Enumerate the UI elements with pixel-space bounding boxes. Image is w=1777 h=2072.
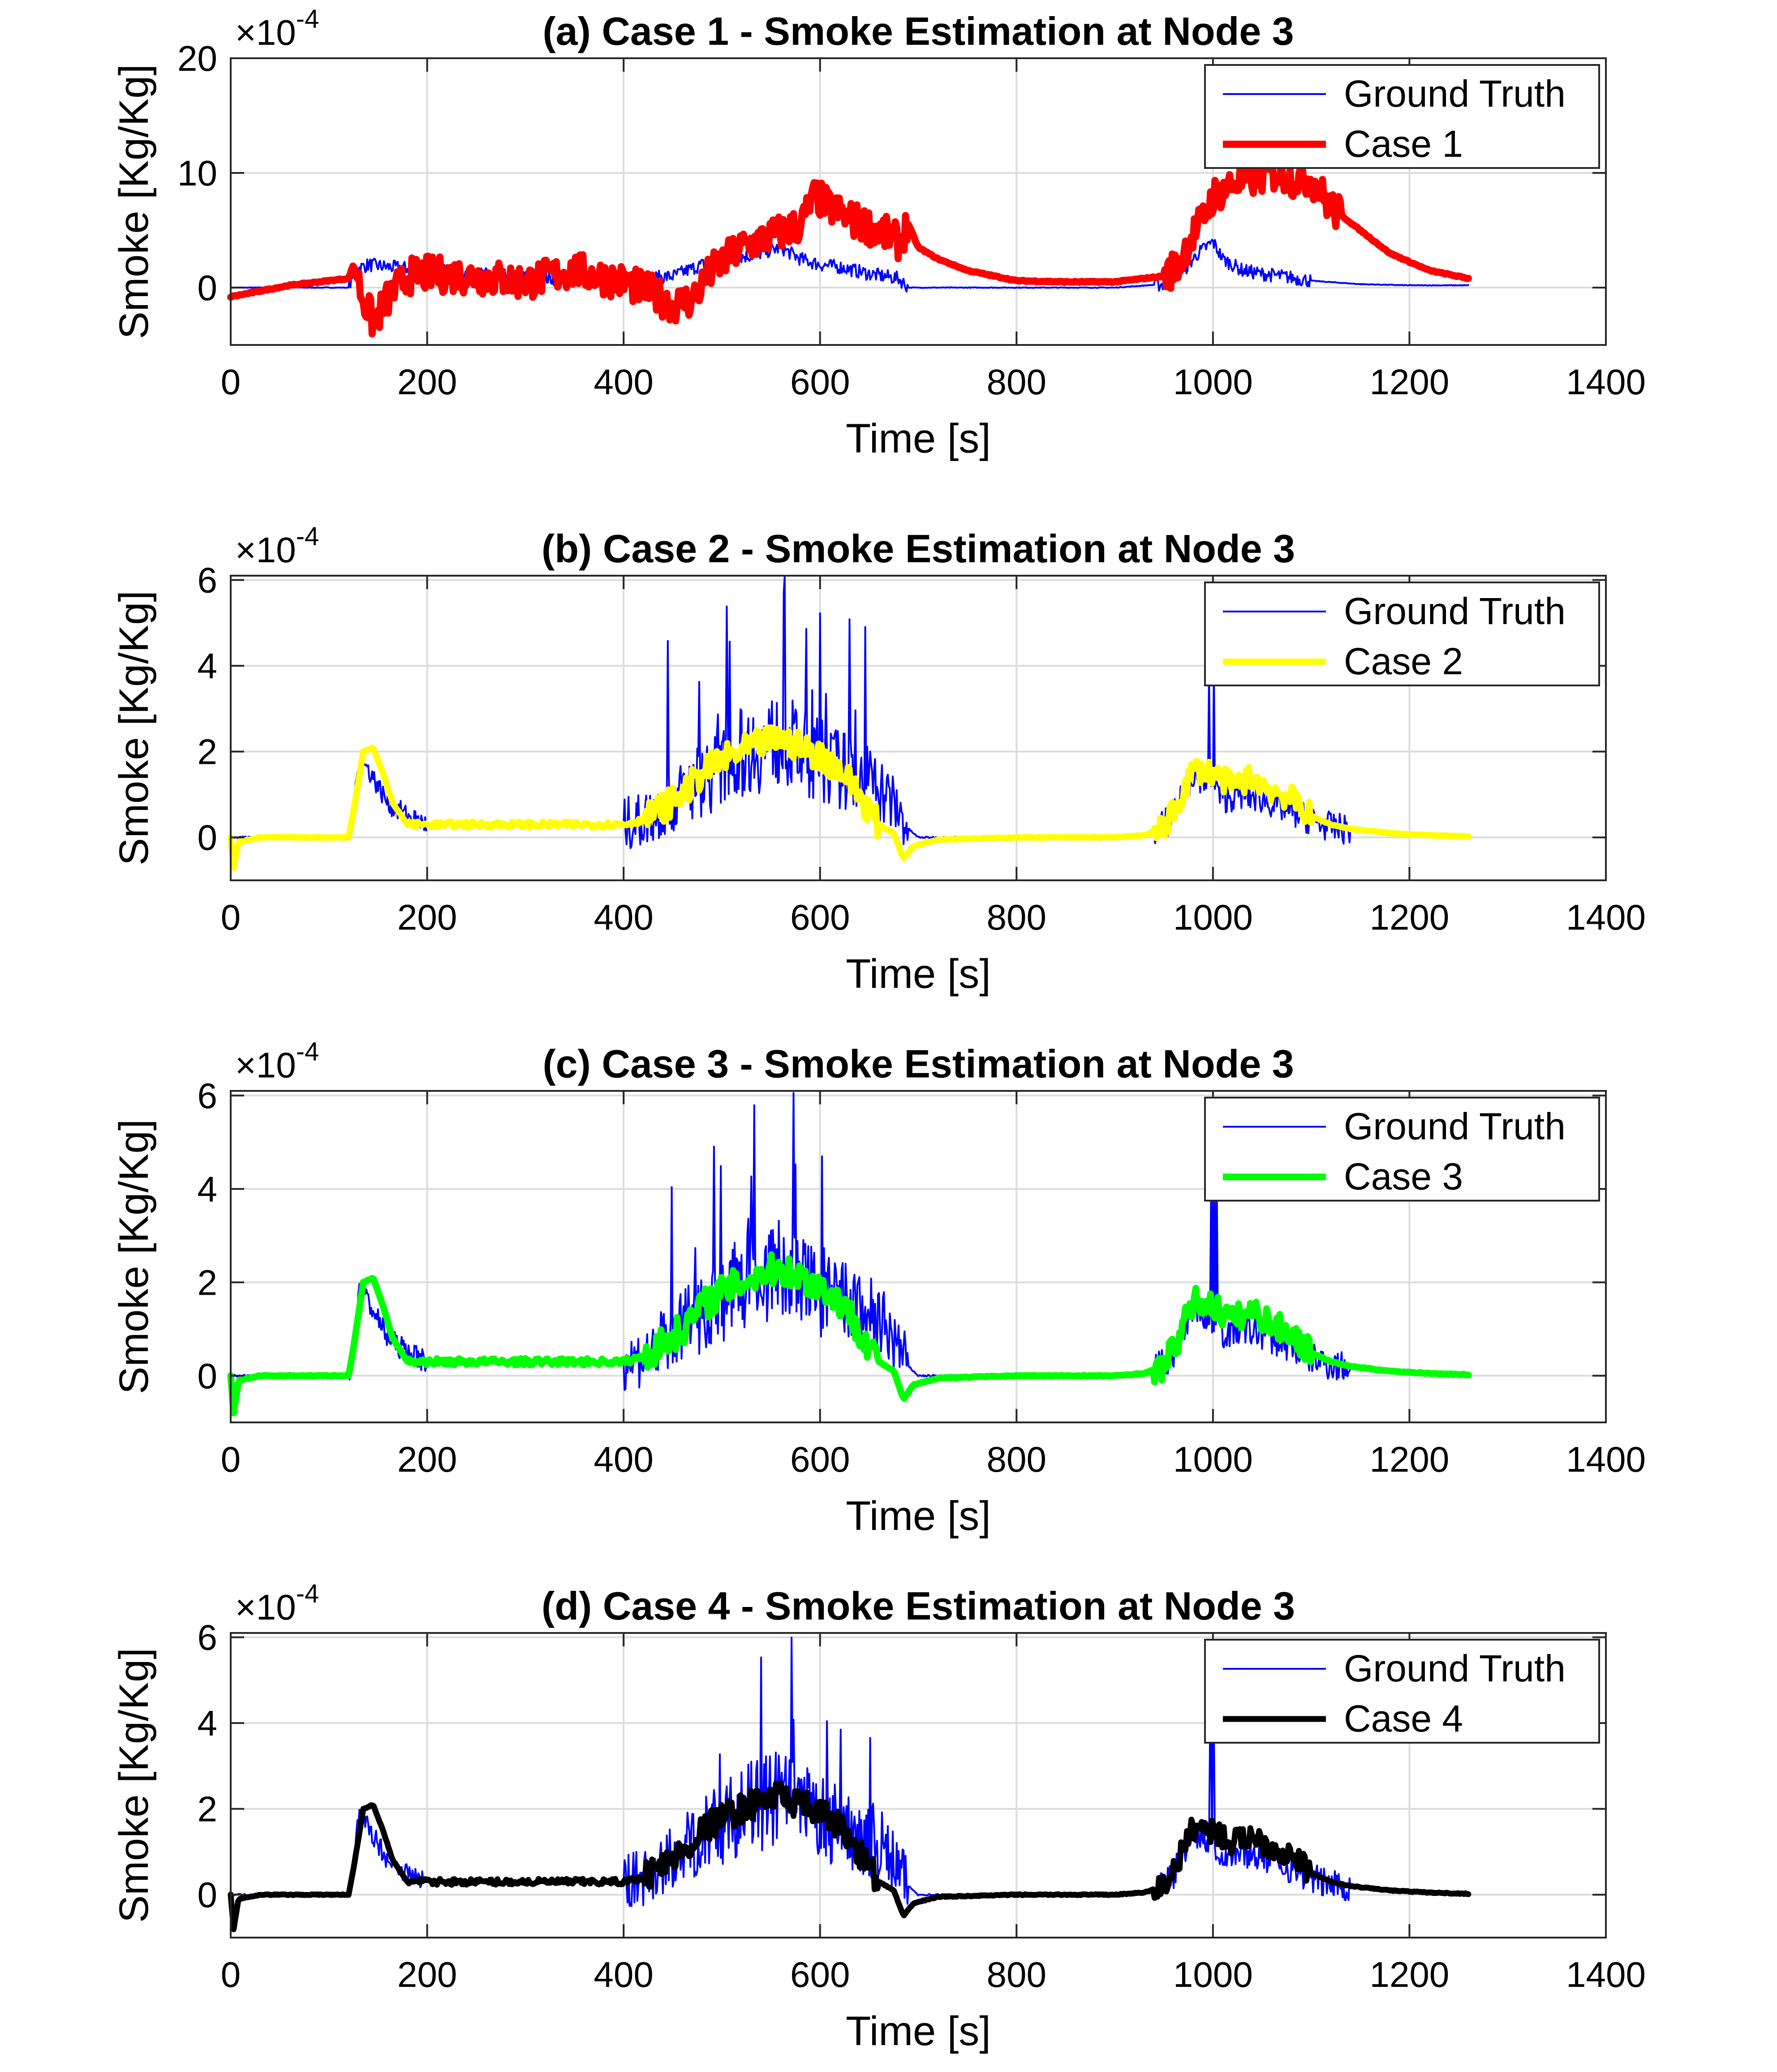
y-tick-label: 4 — [198, 1703, 218, 1743]
chart-title: (b) Case 2 - Smoke Estimation at Node 3 — [542, 526, 1295, 571]
y-tick-label: 4 — [198, 646, 218, 686]
axes-box — [230, 1090, 1607, 1423]
x-tick-label: 800 — [987, 897, 1046, 937]
x-tick-label: 800 — [987, 1955, 1046, 1994]
x-tick-label: 800 — [987, 362, 1046, 402]
x-tick-label: 200 — [397, 897, 457, 937]
axes-box — [230, 57, 1607, 346]
legend: Ground Truth Case 2 — [1204, 582, 1600, 686]
x-tick-label: 1200 — [1369, 362, 1449, 402]
y-tick-label: 0 — [198, 818, 218, 857]
legend: Ground Truth Case 1 — [1204, 64, 1600, 169]
x-tick-label: 1200 — [1369, 1439, 1449, 1479]
y-axis-label: Smoke [Kg/Kg] — [111, 1119, 157, 1394]
x-tick-label: 1000 — [1173, 362, 1253, 402]
x-axis-label: Time [s] — [846, 416, 991, 461]
y-tick-label: 4 — [198, 1169, 218, 1209]
legend-box — [1204, 582, 1600, 686]
x-tick-label: 600 — [790, 362, 850, 402]
chart-title: (a) Case 1 - Smoke Estimation at Node 3 — [542, 9, 1294, 53]
x-axis-label: Time [s] — [846, 1493, 991, 1539]
legend-box — [1204, 1097, 1600, 1202]
x-tick-label: 1200 — [1369, 1955, 1449, 1994]
x-axis-label: Time [s] — [846, 2008, 991, 2054]
series-line-case-2 — [228, 724, 1472, 871]
x-tick-label: 1400 — [1566, 362, 1646, 402]
y-tick-label: 20 — [177, 39, 217, 78]
x-tick-label: 1400 — [1566, 1439, 1646, 1479]
legend-label: Ground Truth — [1344, 1105, 1566, 1147]
legend-label: Ground Truth — [1344, 1647, 1566, 1689]
legend-box — [1204, 64, 1600, 169]
series-line-case-3 — [227, 1251, 1472, 1417]
chart-panel-4: 0 200 400 600 800 1000 1200 1400 0 2 4 6 ×10-4 (d) Ca… — [111, 1579, 1646, 2054]
legend: Ground Truth Case 3 — [1204, 1097, 1600, 1202]
y-tick-label: 0 — [198, 268, 218, 308]
x-tick-label: 800 — [987, 1439, 1046, 1479]
axis-exponent-label: ×10-4 — [235, 522, 319, 570]
x-tick-label: 1000 — [1173, 1955, 1253, 1994]
x-tick-label: 1400 — [1566, 897, 1646, 937]
x-tick-label: 0 — [221, 1439, 241, 1479]
legend-label: Ground Truth — [1344, 590, 1566, 632]
chart-panel-3: 0 200 400 600 800 1000 1200 1400 0 2 4 6 ×10-4 (c) Ca… — [111, 1037, 1646, 1539]
legend-label: Case 1 — [1344, 123, 1463, 165]
x-tick-label: 400 — [594, 1439, 653, 1479]
y-axis-label: Smoke [Kg/Kg] — [111, 64, 157, 339]
legend-label: Case 4 — [1344, 1697, 1463, 1740]
legend-label: Case 2 — [1344, 640, 1463, 682]
chart-panel-2: 0 200 400 600 800 1000 1200 1400 0 2 4 6 ×10-4 (b) Ca… — [111, 522, 1646, 997]
axes-box — [230, 575, 1607, 881]
axis-exponent-label: ×10-4 — [235, 1579, 319, 1627]
x-tick-label: 1200 — [1369, 897, 1449, 937]
x-tick-label: 400 — [594, 897, 653, 937]
x-tick-label: 400 — [594, 1955, 653, 1994]
y-axis-label: Smoke [Kg/Kg] — [111, 590, 157, 866]
y-tick-label: 2 — [198, 1789, 218, 1829]
legend-label: Case 3 — [1344, 1155, 1463, 1198]
x-axis-label: Time [s] — [846, 951, 991, 997]
x-tick-label: 200 — [397, 1439, 457, 1479]
y-tick-label: 0 — [198, 1356, 218, 1396]
chart-title: (d) Case 4 - Smoke Estimation at Node 3 — [542, 1584, 1295, 1628]
axis-exponent-label: ×10-4 — [235, 1037, 319, 1085]
y-tick-label: 6 — [198, 1076, 218, 1116]
x-tick-label: 1400 — [1566, 1955, 1646, 1994]
x-tick-label: 600 — [790, 1439, 850, 1479]
x-tick-label: 200 — [397, 362, 457, 402]
y-tick-label: 2 — [198, 732, 218, 772]
series-line-case-4 — [228, 1780, 1472, 1932]
y-tick-label: 6 — [198, 1618, 218, 1658]
legend-box — [1204, 1639, 1600, 1744]
x-tick-label: 200 — [397, 1955, 457, 1994]
y-tick-label: 0 — [198, 1875, 218, 1915]
y-tick-label: 10 — [177, 153, 217, 193]
chart-title: (c) Case 3 - Smoke Estimation at Node 3 — [542, 1042, 1294, 1086]
y-axis-label: Smoke [Kg/Kg] — [111, 1648, 157, 1923]
series-line-case-1 — [227, 153, 1472, 338]
legend-label: Ground Truth — [1344, 73, 1566, 115]
x-tick-label: 1000 — [1173, 897, 1253, 937]
axes-box — [230, 1632, 1607, 1938]
y-tick-label: 2 — [198, 1262, 218, 1302]
y-tick-label: 6 — [198, 560, 218, 600]
x-tick-label: 600 — [790, 897, 850, 937]
x-tick-label: 1000 — [1173, 1439, 1253, 1479]
legend: Ground Truth Case 4 — [1204, 1639, 1600, 1744]
axis-exponent-label: ×10-4 — [235, 4, 319, 52]
x-tick-label: 0 — [221, 1955, 241, 1994]
chart-panel-1: 0 200 400 600 800 1000 1200 1400 0 10 20 ×10-4 (a) C… — [111, 4, 1646, 461]
x-tick-label: 0 — [221, 897, 241, 937]
x-tick-label: 400 — [594, 362, 653, 402]
x-tick-label: 0 — [221, 362, 241, 402]
x-tick-label: 600 — [790, 1955, 850, 1994]
